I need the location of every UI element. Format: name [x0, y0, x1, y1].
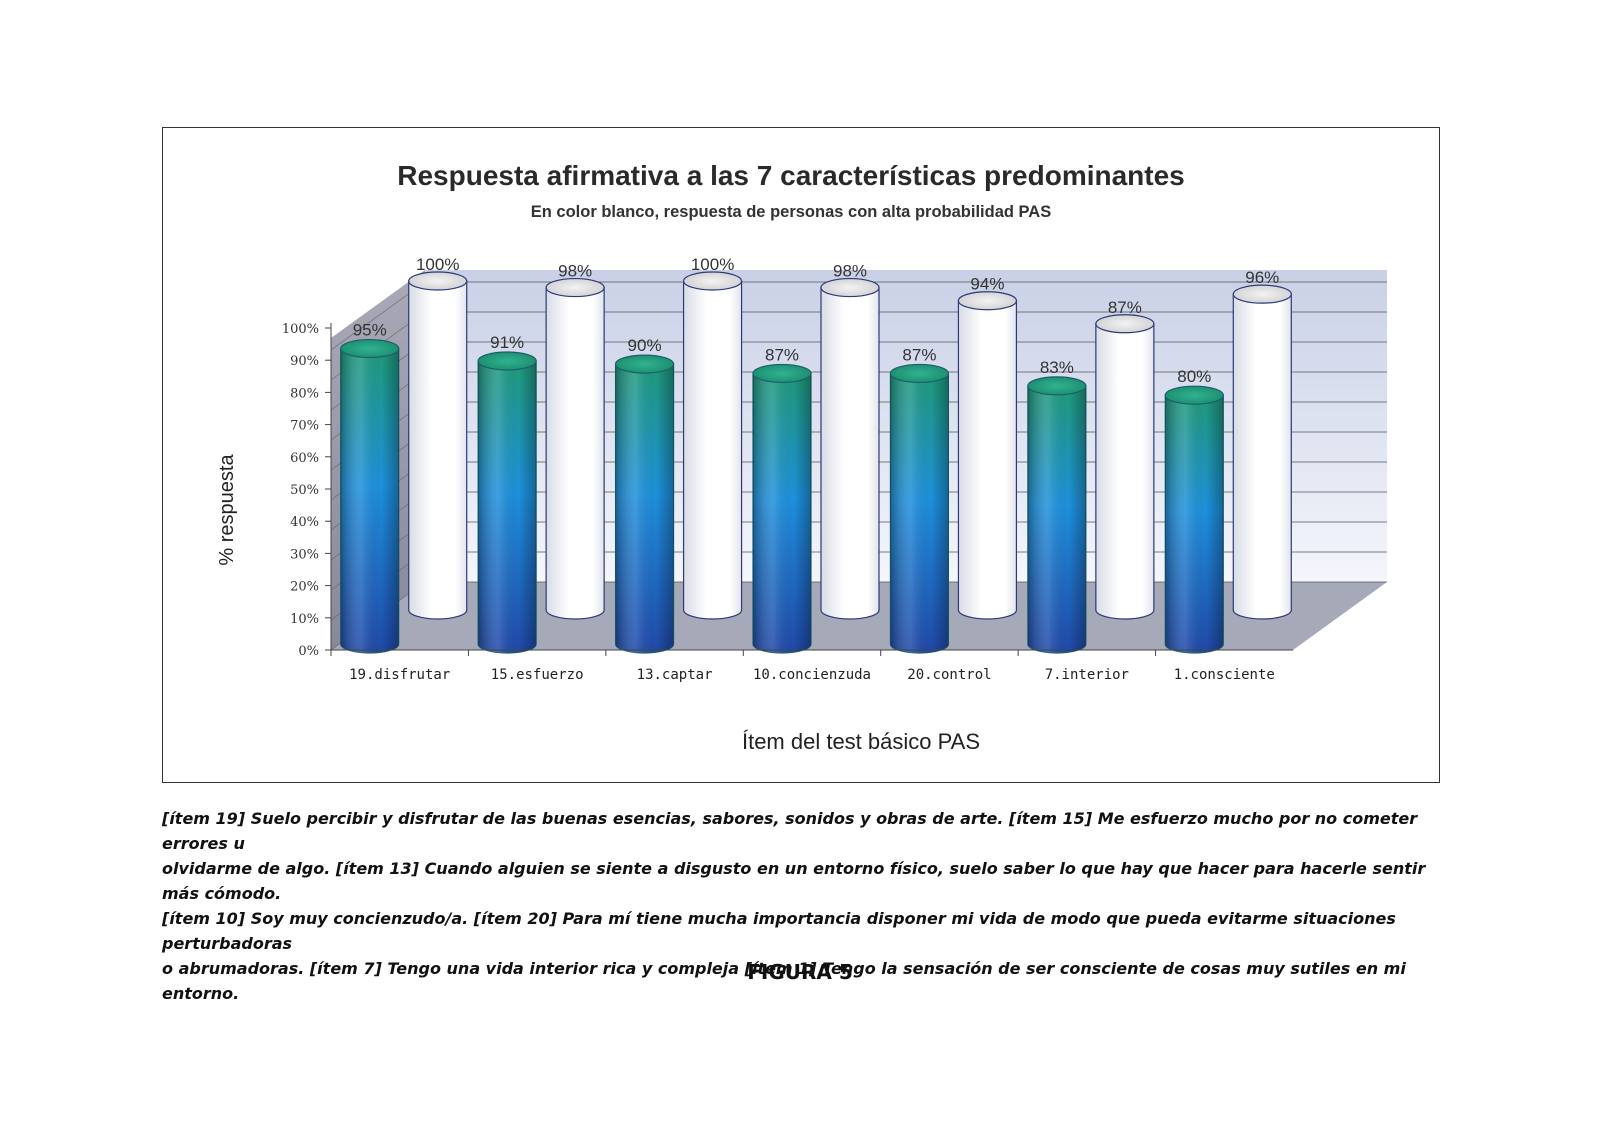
data-label-white: 96%: [1245, 268, 1279, 287]
bar-blue-top: [889, 363, 950, 384]
bar-blue: [1164, 385, 1224, 654]
bar-white-body: [682, 280, 743, 620]
bar-blue-top: [340, 338, 400, 359]
data-label-white: 98%: [558, 262, 592, 281]
y-tick-label: 100%: [282, 322, 319, 337]
bar-white-top: [545, 277, 605, 298]
x-tick-label: 15.esfuerzo: [491, 667, 584, 683]
bar-white: [408, 271, 468, 620]
data-label-white: 100%: [416, 255, 459, 274]
bar-blue-shade: [1165, 395, 1224, 653]
bar-blue: [614, 354, 675, 654]
y-tick-label: 0%: [298, 644, 319, 659]
bar-white: [1232, 284, 1292, 620]
bar-white-body: [957, 300, 1018, 620]
x-tick-label: 10.concienzuda: [753, 667, 871, 683]
bar-white-top: [682, 271, 743, 291]
x-axis: 19.disfrutar 15.esfuerzo 13.captar 10.conci…: [330, 649, 1293, 683]
bar-white-top: [1232, 284, 1292, 304]
y-tick-label: 50%: [290, 483, 319, 498]
x-axis-title: Ítem del test básico PAS: [742, 729, 980, 754]
y-tick-label: 60%: [290, 451, 319, 466]
x-tick-label: 7.interior: [1045, 667, 1129, 683]
bar-white-body: [408, 280, 468, 620]
chart-subtitle: En color blanco, respuesta de personas c…: [531, 203, 1051, 221]
data-label-white: 87%: [1108, 298, 1142, 317]
chart-title: Respuesta afirmativa a las 7 característ…: [397, 160, 1185, 191]
bar-blue-top: [614, 354, 675, 374]
data-label-blue: 95%: [353, 321, 387, 340]
x-tick-label: 1.consciente: [1174, 667, 1275, 683]
bar-blue-top: [477, 351, 537, 371]
caption-line: olvidarme de algo. [ítem 13] Cuando algu…: [162, 859, 1426, 903]
chart-frame: Respuesta afirmativa a las 7 característ…: [162, 127, 1440, 783]
x-tick-label: 13.captar: [637, 667, 713, 683]
y-tick-label: 20%: [290, 580, 319, 595]
bar-white: [545, 277, 605, 620]
y-tick-label: 40%: [290, 515, 319, 530]
bar-blue-shade: [890, 373, 949, 653]
y-tick-label: 70%: [290, 419, 319, 434]
bar-blue-shade: [1027, 385, 1086, 653]
data-label-blue: 80%: [1177, 367, 1211, 386]
bar-white-body: [1232, 293, 1292, 620]
bar-blue-shade: [615, 364, 674, 653]
bar-white: [820, 277, 880, 620]
caption-line: [ítem 10] Soy muy concienzudo/a. [ítem 2…: [162, 909, 1396, 953]
bar-blue-shade: [340, 348, 399, 653]
data-labels: 100% 98% 100% 98% 94% 87% 96% 95% 91% 90% 87% 87% 83…: [353, 255, 1280, 386]
y-tick-label: 90%: [290, 354, 319, 369]
bar-white: [682, 271, 743, 620]
y-axis: 0% 10% 20% 30% 40% 50% 60% 70% 80% 90% 100%: [282, 322, 332, 659]
chart: Respuesta afirmativa a las 7 característ…: [216, 160, 1387, 754]
figure-label: FIGURA 5: [747, 960, 853, 984]
y-tick-label: 10%: [290, 612, 319, 627]
bar-blue-top: [1027, 376, 1087, 396]
y-tick-label: 30%: [290, 547, 319, 562]
x-tick-label: 20.control: [907, 667, 991, 683]
bar-blue: [477, 351, 537, 654]
bar-blue: [340, 338, 400, 654]
x-tick-label: 19.disfrutar: [349, 667, 450, 683]
bar-white-body: [545, 286, 605, 620]
data-label-white: 98%: [833, 262, 867, 281]
caption-line: o abrumadoras. [ítem 7] Tengo una vida i…: [162, 959, 1406, 1003]
data-label-blue: 91%: [490, 333, 524, 352]
bar-white-top: [957, 291, 1018, 311]
y-axis-title: % respuesta: [216, 454, 238, 566]
bar-white-body: [1095, 323, 1155, 620]
data-label-blue: 87%: [765, 345, 799, 364]
figure-caption: [ítem 19] Suelo percibir y disfrutar de …: [162, 806, 1452, 1006]
bar-white-body: [820, 286, 880, 620]
bar-blue-shade: [753, 373, 811, 653]
bar-blue-shade: [478, 360, 537, 653]
data-label-blue: 83%: [1040, 358, 1074, 377]
data-label-blue: 87%: [902, 345, 936, 364]
y-tick-label: 80%: [290, 386, 319, 401]
bar-blue-top: [752, 363, 812, 384]
bar-white-top: [408, 271, 468, 291]
bar-blue-top: [1164, 385, 1224, 405]
bar-blue: [1027, 376, 1087, 654]
bar-white-top: [1095, 314, 1155, 334]
data-label-white: 100%: [691, 255, 734, 274]
bars: [340, 271, 1292, 654]
bar-white: [957, 291, 1018, 620]
bar-blue: [752, 363, 812, 654]
bar-blue: [889, 363, 950, 654]
bar-white-top: [820, 277, 880, 298]
bar-white: [1095, 314, 1155, 620]
data-label-blue: 90%: [628, 336, 662, 355]
data-label-white: 94%: [970, 275, 1004, 294]
caption-line: [ítem 19] Suelo percibir y disfrutar de …: [162, 809, 1418, 853]
